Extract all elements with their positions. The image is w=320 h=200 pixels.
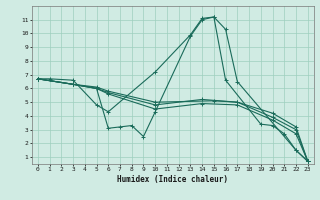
- X-axis label: Humidex (Indice chaleur): Humidex (Indice chaleur): [117, 175, 228, 184]
